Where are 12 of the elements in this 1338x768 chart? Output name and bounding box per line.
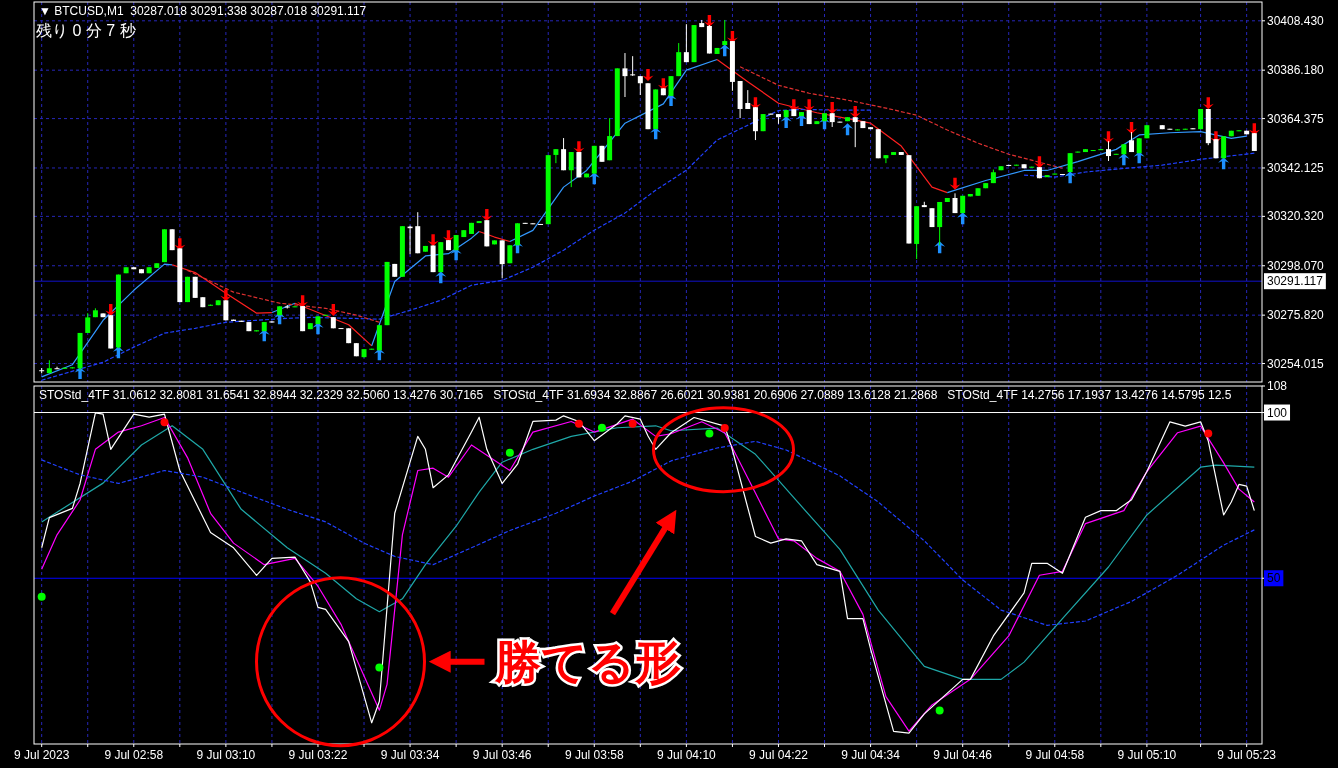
- y-tick-label: 108: [1267, 379, 1288, 393]
- y-tick-label: 30254.015: [1267, 356, 1324, 371]
- subtitle: 残り 0 分 7 秒: [36, 22, 136, 39]
- y-tick-label: 30275.820: [1267, 308, 1324, 323]
- y-tick-label: 30408.430: [1267, 13, 1324, 28]
- chart-title: ▼ BTCUSD,M1 30287.018 30291.338 30287.018 30291.117: [39, 4, 367, 18]
- y-tick-label: 30364.375: [1267, 111, 1324, 126]
- y-tick-label: 30298.070: [1267, 258, 1324, 273]
- y-tick-label: 30342.125: [1267, 160, 1324, 175]
- y-tick-label: 30320.320: [1267, 209, 1324, 224]
- ref-line-label: 30291.117: [1267, 274, 1323, 289]
- y-tick-label: 30386.180: [1267, 63, 1324, 78]
